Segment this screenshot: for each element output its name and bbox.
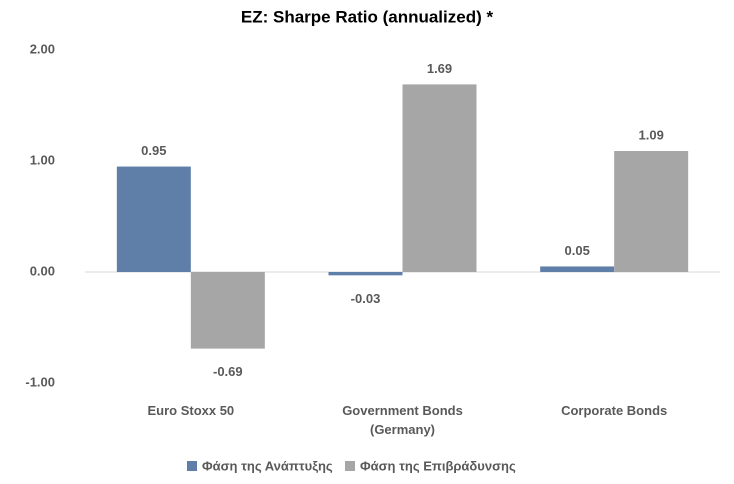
- value-label: 1.09: [639, 127, 664, 142]
- y-tick-label: 0.00: [30, 263, 55, 278]
- bar: [402, 84, 477, 272]
- y-tick-label: 1.00: [30, 152, 55, 167]
- value-label: 0.05: [565, 243, 590, 258]
- bar: [614, 151, 689, 272]
- legend-label: Φάση της Επιβράδυνσης: [360, 458, 516, 473]
- legend-swatch: [187, 461, 197, 471]
- bar: [540, 266, 615, 272]
- value-label: 1.69: [427, 61, 452, 76]
- legend-label: Φάση της Ανάπτυξης: [202, 458, 333, 473]
- x-tick-label: Corporate Bonds: [561, 403, 668, 418]
- y-tick-label: 2.00: [30, 41, 55, 56]
- x-tick-label: Government Bonds (Germany): [342, 403, 463, 437]
- value-label: 0.95: [141, 143, 166, 158]
- bar: [116, 166, 191, 272]
- value-label: -0.03: [351, 291, 381, 306]
- bar: [328, 272, 403, 276]
- legend-swatch: [345, 461, 355, 471]
- y-tick-label: -1.00: [25, 374, 55, 389]
- bar: [190, 272, 265, 349]
- x-tick-label: Euro Stoxx 50: [147, 403, 235, 418]
- chart-title: EZ: Sharpe Ratio (annualized) *: [241, 7, 494, 26]
- value-label: -0.69: [213, 364, 243, 379]
